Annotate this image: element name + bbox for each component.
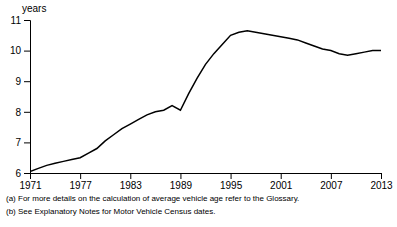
- x-tick-mark: [80, 173, 81, 179]
- x-tick: 1989: [170, 173, 193, 191]
- y-tick: 10: [10, 45, 30, 56]
- y-tick-mark: [24, 51, 30, 52]
- plot: 1971 1977 1983 1989 1995 2001 2007 2013 6 7 8 9 10 11: [10, 15, 393, 191]
- x-axis-line: [31, 174, 382, 180]
- y-tick-label: 8: [15, 107, 21, 118]
- y-tick-label: 10: [10, 45, 22, 56]
- footnote: (a) For more details on the calculation …: [6, 194, 299, 203]
- y-axis-line: [24, 21, 31, 174]
- x-tick: 1983: [120, 173, 143, 191]
- y-tick-label: 6: [15, 168, 21, 179]
- x-tick: 2001: [270, 173, 293, 191]
- x-tick: 2007: [320, 173, 343, 191]
- y-tick-mark: [24, 142, 30, 143]
- x-tick-label: 1995: [220, 180, 243, 191]
- lines: [30, 31, 381, 172]
- y-label: years: [22, 3, 46, 14]
- y-tick: 9: [15, 76, 30, 87]
- x-tick-mark: [231, 173, 232, 179]
- y-tick-mark: [24, 81, 30, 82]
- x-tick-label: 2007: [320, 180, 343, 191]
- x-tick-label: 2013: [370, 180, 393, 191]
- x-tick-label: 2001: [270, 180, 293, 191]
- x-tick-mark: [381, 173, 382, 179]
- x-tick: 1995: [220, 173, 243, 191]
- y-tick-label: 7: [15, 137, 21, 148]
- x-tick: 1971: [19, 173, 42, 191]
- x-tick: 2013: [370, 173, 393, 191]
- y-tick: 6: [15, 168, 30, 179]
- x-tick-mark: [331, 173, 332, 179]
- y-tick: 11: [11, 15, 30, 26]
- y-tick-mark: [24, 112, 30, 113]
- x-tick-mark: [281, 173, 282, 179]
- y-tick: 7: [15, 137, 30, 148]
- x-tick-mark: [130, 173, 131, 179]
- y-tick-mark: [24, 20, 30, 21]
- y-tick: 8: [15, 107, 30, 118]
- x-tick-label: 1989: [170, 180, 193, 191]
- x-tick-label: 1983: [120, 180, 143, 191]
- y-tick-label: 11: [11, 15, 22, 26]
- y-axis: 6 7 8 9 10 11: [10, 15, 31, 179]
- footnote: (b) See Explanatory Notes for Motor Vehi…: [6, 207, 215, 216]
- y-tick-label: 9: [15, 76, 21, 87]
- y-tick-mark: [24, 173, 30, 174]
- x-axis: 1971 1977 1983 1989 1995 2001 2007 2013: [19, 173, 393, 191]
- x-tick-label: 1977: [70, 180, 93, 191]
- x-tick-label: 1971: [19, 180, 42, 191]
- x-tick: 1977: [70, 173, 93, 191]
- chart: 1971 1977 1983 1989 1995 2001 2007 2013 6 7 8 9 10 11…: [0, 0, 397, 227]
- x-tick-mark: [180, 173, 181, 179]
- line: [30, 31, 381, 172]
